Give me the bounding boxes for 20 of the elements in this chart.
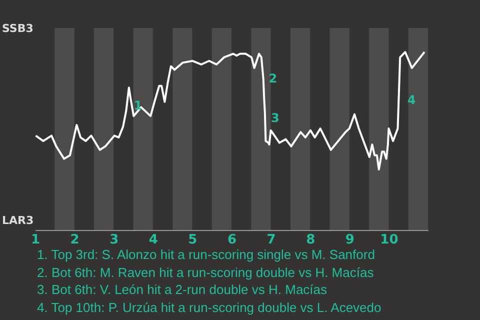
text: 3. Bot 6th: V. León hit a 2-run double vs H. Macías bbox=[37, 281, 328, 298]
annotation: 4 bbox=[407, 93, 416, 108]
x-tick-label: 10 bbox=[380, 232, 398, 248]
x-tick-label: 2 bbox=[70, 232, 80, 248]
x-tick-label: 1 bbox=[30, 232, 40, 248]
text: 2. Bot 6th: M. Raven hit a run-scoring double vs H. Macías bbox=[37, 264, 375, 281]
text: LAR3 bbox=[2, 214, 34, 227]
annotation: 3 bbox=[271, 110, 280, 125]
text: 1. Top 3rd: S. Alonzo hit a run-scoring single vs M. Sanford bbox=[37, 246, 376, 264]
annotation: 1 bbox=[134, 98, 142, 112]
x-tick-label: 5 bbox=[188, 232, 198, 248]
annotation: 2 bbox=[268, 72, 278, 86]
x-tick-label: 7 bbox=[266, 232, 276, 248]
x-tick-label: 3 bbox=[110, 232, 119, 248]
text: SSB3 bbox=[2, 22, 34, 35]
x-tick-label: 8 bbox=[306, 232, 316, 248]
x-tick-label: 6 bbox=[227, 232, 237, 248]
x-tick-label: 4 bbox=[148, 232, 158, 248]
text: 4. Top 10th: P. Urzúa hit a run-scoring double vs L. Acevedo bbox=[37, 298, 382, 316]
x-tick-label: 9 bbox=[345, 232, 354, 248]
